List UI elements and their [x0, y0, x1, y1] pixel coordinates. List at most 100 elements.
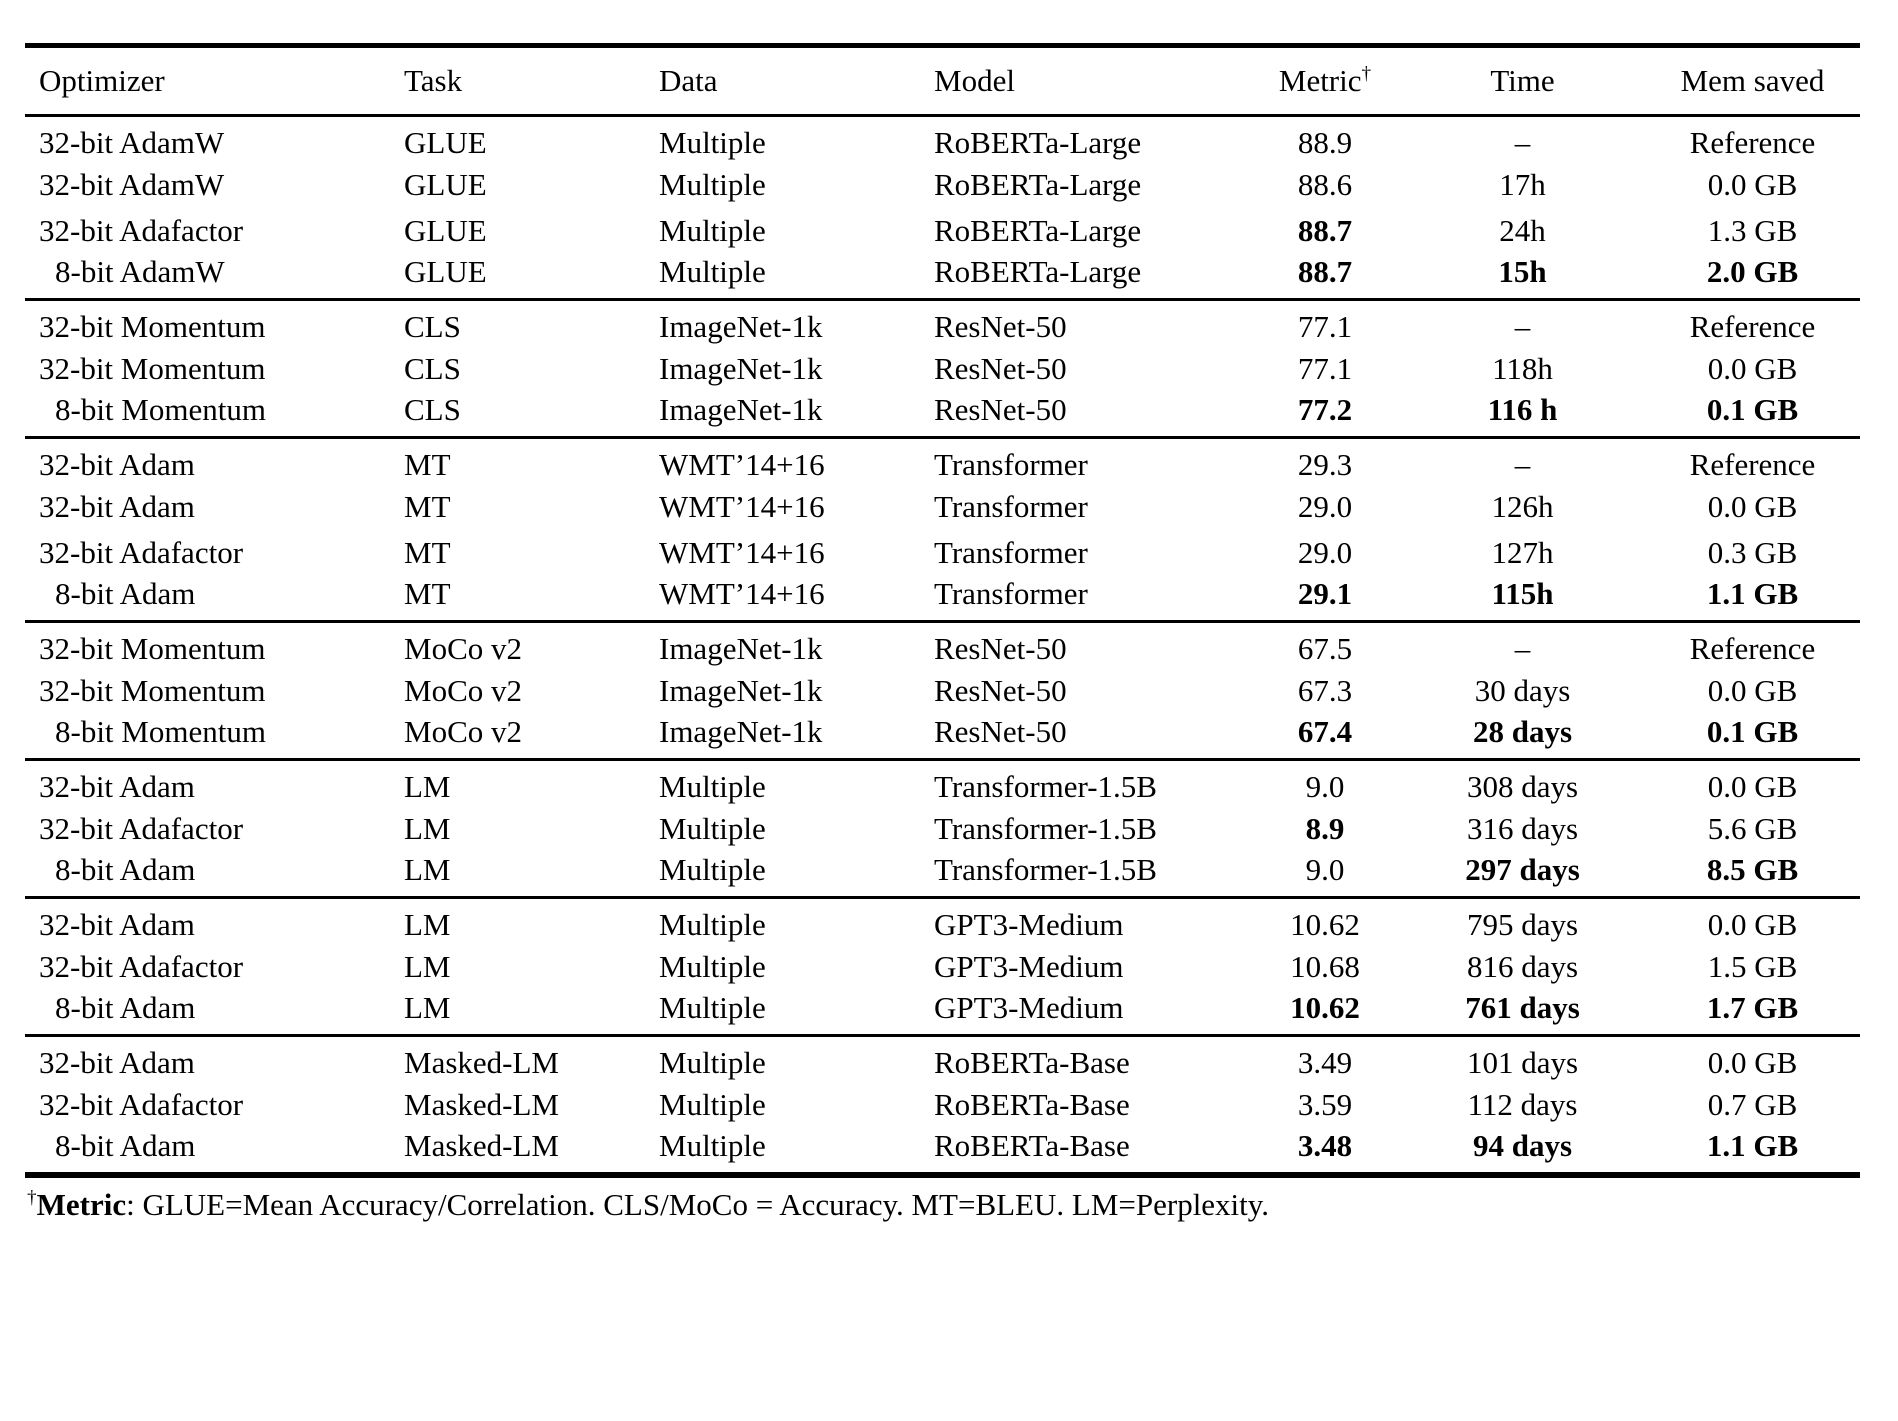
cell-task: LM [404, 769, 451, 805]
cell-time: 28 days [1472, 713, 1573, 749]
table-row: 32-bit Adafactor Masked-LM Multiple RoBERTa… [25, 1082, 1860, 1128]
cell-data: Multiple [659, 989, 766, 1025]
cell-time: 15h [1498, 253, 1547, 289]
cell-data: ImageNet-1k [659, 309, 823, 345]
cell-mem: Reference [1689, 309, 1816, 345]
table-row: 8-bit Adam LM Multiple Transformer-1.5B 9.0 2… [25, 852, 1860, 898]
cell-metric: 29.0 [1297, 488, 1353, 524]
cell-task: MT [404, 488, 451, 524]
cell-task: LM [404, 810, 451, 846]
cell-metric: 9.0 [1305, 769, 1345, 805]
table-row: 8-bit Adam LM Multiple GPT3-Medium 10.62 761 … [25, 990, 1860, 1036]
cell-model: ResNet-50 [934, 309, 1067, 345]
cell-model: RoBERTa-Large [934, 125, 1142, 161]
cell-mem: 0.0 GB [1707, 1045, 1798, 1081]
cell-mem: 0.1 GB [1706, 713, 1799, 749]
cell-mem: 0.0 GB [1707, 907, 1798, 943]
cell-task: GLUE [404, 212, 487, 248]
cell-data: WMT’14+16 [659, 575, 825, 611]
cell-task: CLS [404, 391, 461, 427]
cell-mem: 1.3 GB [1707, 212, 1798, 248]
cell-task: LM [404, 948, 451, 984]
cell-mem: Reference [1689, 125, 1816, 161]
column-header-model: Model [934, 63, 1015, 98]
table-row: 32-bit Adafactor GLUE Multiple RoBERTa-Larg… [25, 208, 1860, 254]
cell-task: MT [404, 575, 451, 611]
cell-optimizer: 32-bit Momentum [39, 309, 266, 345]
cell-model: ResNet-50 [934, 631, 1067, 667]
cell-mem: 0.1 GB [1706, 391, 1799, 427]
table-header: Optimizer Task Data Model Metric† Time M… [25, 46, 1860, 116]
table-row: 8-bit AdamW GLUE Multiple RoBERTa-Large 88.7… [25, 254, 1860, 300]
footnote-label: Metric [36, 1186, 127, 1222]
cell-time: 112 days [1467, 1086, 1578, 1122]
cell-metric: 29.0 [1297, 534, 1353, 570]
cell-task: Masked-LM [404, 1086, 559, 1122]
cell-time: – [1514, 447, 1531, 483]
table-row: 8-bit Momentum MoCo v2 ImageNet-1k ResNet-5… [25, 714, 1860, 760]
row-group-4: 32-bit Momentum MoCo v2 ImageNet-1k ResNet-… [25, 621, 1860, 760]
row-group-3: 32-bit Adam MT WMT’14+16 Transformer 29.3 – Re… [25, 437, 1860, 622]
table-row: 8-bit Adam Masked-LM Multiple RoBERTa-Base 3… [25, 1128, 1860, 1175]
cell-metric: 67.3 [1297, 672, 1353, 708]
cell-mem: 0.0 GB [1707, 488, 1798, 524]
cell-data: WMT’14+16 [659, 534, 825, 570]
cell-model: ResNet-50 [934, 672, 1067, 708]
cell-model: Transformer-1.5B [934, 769, 1157, 805]
cell-model: ResNet-50 [934, 713, 1067, 749]
cell-data: ImageNet-1k [659, 713, 823, 749]
cell-data: Multiple [659, 1127, 766, 1163]
cell-metric: 3.48 [1297, 1127, 1353, 1163]
cell-mem: 0.0 GB [1707, 166, 1798, 202]
cell-mem: 1.5 GB [1707, 948, 1798, 984]
cell-optimizer: 8-bit AdamW [55, 253, 225, 289]
cell-metric: 77.1 [1297, 350, 1353, 386]
cell-optimizer: 32-bit AdamW [39, 166, 225, 202]
cell-mem: 0.3 GB [1707, 534, 1798, 570]
cell-model: Transformer [934, 488, 1088, 524]
table-row: 8-bit Adam MT WMT’14+16 Transformer 29.1 115h… [25, 576, 1860, 622]
cell-metric: 88.7 [1297, 253, 1353, 289]
table-footnote: †Metric: GLUE=Mean Accuracy/Correlation.… [27, 1187, 1860, 1223]
column-header-metric-label: Metric [1278, 63, 1362, 98]
cell-metric: 77.2 [1297, 391, 1353, 427]
cell-data: Multiple [659, 166, 766, 202]
cell-optimizer: 32-bit Adam [39, 907, 195, 943]
cell-mem: 0.0 GB [1707, 350, 1798, 386]
cell-metric: 3.49 [1297, 1045, 1353, 1081]
cell-metric: 29.3 [1297, 447, 1353, 483]
cell-metric: 77.1 [1297, 309, 1353, 345]
cell-model: Transformer [934, 534, 1088, 570]
cell-model: ResNet-50 [934, 391, 1067, 427]
cell-optimizer: 8-bit Adam [55, 851, 196, 887]
column-header-data: Data [659, 63, 718, 98]
table-row: 32-bit Adam MT WMT’14+16 Transformer 29.0 126… [25, 484, 1860, 530]
cell-optimizer: 32-bit Adafactor [39, 212, 244, 248]
row-group-7: 32-bit Adam Masked-LM Multiple RoBERTa-Base… [25, 1035, 1860, 1175]
cell-metric: 88.9 [1297, 125, 1353, 161]
cell-data: Multiple [659, 212, 766, 248]
cell-model: GPT3-Medium [934, 948, 1124, 984]
cell-optimizer: 32-bit Momentum [39, 631, 266, 667]
cell-optimizer: 32-bit AdamW [39, 125, 225, 161]
cell-model: RoBERTa-Base [934, 1086, 1130, 1122]
cell-model: Transformer-1.5B [934, 851, 1157, 887]
table-row: 32-bit AdamW GLUE Multiple RoBERTa-Large 88.… [25, 116, 1860, 162]
cell-metric: 67.5 [1297, 631, 1353, 667]
cell-model: RoBERTa-Base [934, 1127, 1130, 1163]
cell-optimizer: 32-bit Adam [39, 1045, 195, 1081]
cell-time: 127h [1491, 534, 1554, 570]
cell-task: LM [404, 907, 451, 943]
table-row: 32-bit Momentum CLS ImageNet-1k ResNet-50 77… [25, 346, 1860, 392]
cell-task: CLS [404, 309, 461, 345]
cell-model: RoBERTa-Large [934, 166, 1142, 202]
cell-task: Masked-LM [404, 1045, 559, 1081]
cell-data: Multiple [659, 253, 766, 289]
cell-mem: 1.1 GB [1706, 575, 1799, 611]
cell-optimizer: 8-bit Adam [55, 1127, 196, 1163]
table-row: 32-bit Adafactor LM Multiple Transformer-1.… [25, 806, 1860, 852]
column-header-mem-saved: Mem saved [1680, 63, 1825, 98]
cell-data: Multiple [659, 851, 766, 887]
cell-optimizer: 32-bit Adam [39, 447, 195, 483]
cell-mem: 2.0 GB [1706, 253, 1799, 289]
